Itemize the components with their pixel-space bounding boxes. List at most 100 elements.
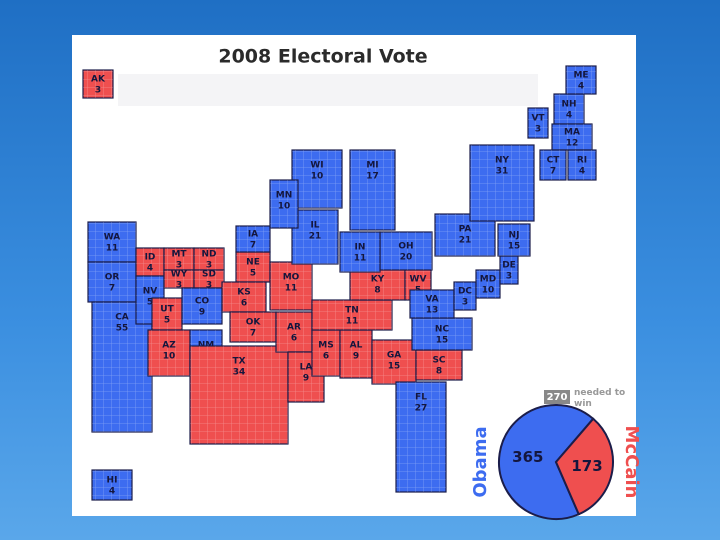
state-abbr: MA xyxy=(564,128,580,138)
state-abbr: WI xyxy=(310,161,323,171)
state-votes: 5 xyxy=(147,298,153,308)
state-votes: 13 xyxy=(426,306,439,316)
title-band xyxy=(118,74,538,106)
state-votes: 10 xyxy=(311,172,324,182)
state-abbr: KS xyxy=(237,288,250,298)
title: 2008 Electoral Vote xyxy=(218,46,427,68)
state-abbr: IA xyxy=(248,230,258,240)
state-abbr: TN xyxy=(345,306,359,316)
state-votes: 5 xyxy=(164,316,170,326)
state-abbr: AL xyxy=(350,341,363,351)
state-votes: 11 xyxy=(346,317,359,327)
state-abbr: AZ xyxy=(162,341,176,351)
state-votes: 4 xyxy=(566,111,572,121)
state-votes: 21 xyxy=(309,232,322,242)
state-votes: 6 xyxy=(291,334,297,344)
state-abbr: MT xyxy=(171,250,187,260)
threshold-box xyxy=(544,390,570,404)
state-votes: 5 xyxy=(250,269,256,279)
state-abbr: UT xyxy=(160,305,174,315)
state-abbr: ND xyxy=(201,250,216,260)
state-votes: 21 xyxy=(459,236,472,246)
state-votes: 7 xyxy=(250,329,256,339)
state-abbr: VT xyxy=(531,114,545,124)
pie-slice xyxy=(554,417,614,516)
state-votes: 3 xyxy=(206,261,212,271)
state-votes: 9 xyxy=(303,374,309,384)
state-votes: 10 xyxy=(482,286,495,296)
legend-name: McCain xyxy=(621,426,642,499)
state-abbr: AK xyxy=(91,75,106,85)
state-votes: 3 xyxy=(95,86,101,96)
state-votes: 7 xyxy=(109,284,115,294)
state-abbr: NV xyxy=(143,287,158,297)
state-abbr: GA xyxy=(387,351,401,361)
state-abbr: AR xyxy=(287,323,301,333)
pie-slice xyxy=(498,404,595,520)
state-votes: 3 xyxy=(462,298,468,308)
state-abbr: RI xyxy=(577,156,587,166)
state-abbr: PA xyxy=(459,225,472,235)
state-votes: 12 xyxy=(566,139,579,149)
state-votes: 4 xyxy=(579,167,585,177)
state-votes: 8 xyxy=(374,286,380,296)
state-votes: 3 xyxy=(206,281,212,291)
state-abbr: DC xyxy=(458,287,472,297)
state-abbr: DE xyxy=(502,261,516,271)
state-abbr: MS xyxy=(318,341,333,351)
state-votes: 3 xyxy=(176,281,182,291)
state-abbr: NC xyxy=(435,325,450,335)
state-votes: 20 xyxy=(400,253,413,263)
state-abbr: CT xyxy=(547,156,561,166)
state-votes: 3 xyxy=(506,272,512,282)
state-abbr: CA xyxy=(115,313,129,323)
state-votes: 4 xyxy=(147,264,153,274)
state-votes: 7 xyxy=(550,167,556,177)
state-abbr: KY xyxy=(371,275,385,285)
state-votes: 15 xyxy=(388,362,401,372)
state-abbr: MN xyxy=(276,191,293,201)
state-votes: 11 xyxy=(285,284,298,294)
state-abbr: IN xyxy=(355,243,366,253)
state-abbr: ME xyxy=(573,71,588,81)
state-votes: 6 xyxy=(323,352,329,362)
state-abbr: HI xyxy=(107,476,118,486)
state-votes: 4 xyxy=(578,82,584,92)
state-votes: 7 xyxy=(250,241,256,251)
state-votes: 3 xyxy=(176,261,182,271)
state-abbr: MD xyxy=(480,275,496,285)
state-votes: 9 xyxy=(353,352,359,362)
state-abbr: CO xyxy=(195,297,210,307)
state-abbr: FL xyxy=(415,393,427,403)
state-votes: 15 xyxy=(436,336,449,346)
result-inset: 270 needed to win 365 Obama 173 McCain xyxy=(470,388,642,520)
state-abbr: WY xyxy=(171,270,188,280)
state-abbr: MI xyxy=(366,161,378,171)
state-abbr: NE xyxy=(246,258,260,268)
state-votes: 10 xyxy=(163,352,176,362)
state-votes: 3 xyxy=(535,125,541,135)
pie-value: 365 xyxy=(512,448,543,466)
state-votes: 11 xyxy=(106,244,119,254)
state-abbr: MO xyxy=(283,273,300,283)
state-abbr: NJ xyxy=(509,231,520,241)
state-votes: 27 xyxy=(415,404,428,414)
state-abbr: LA xyxy=(300,363,313,373)
state-abbr: ID xyxy=(145,253,156,263)
state-abbr: OH xyxy=(398,242,413,252)
state-votes: 4 xyxy=(109,487,115,497)
state-abbr: SD xyxy=(202,270,216,280)
state-abbr: NH xyxy=(561,100,576,110)
threshold-text: needed to win xyxy=(574,388,625,409)
state-votes: 31 xyxy=(496,167,509,177)
state-abbr: OK xyxy=(246,318,262,328)
state-abbr: SC xyxy=(432,356,445,366)
state-votes: 34 xyxy=(233,368,246,378)
state-abbr: WA xyxy=(104,233,121,243)
state-votes: 8 xyxy=(436,367,442,377)
state-votes: 10 xyxy=(278,202,291,212)
legend-name: Obama xyxy=(470,426,491,497)
state-abbr: OR xyxy=(105,273,120,283)
pie-value: 173 xyxy=(571,457,602,475)
